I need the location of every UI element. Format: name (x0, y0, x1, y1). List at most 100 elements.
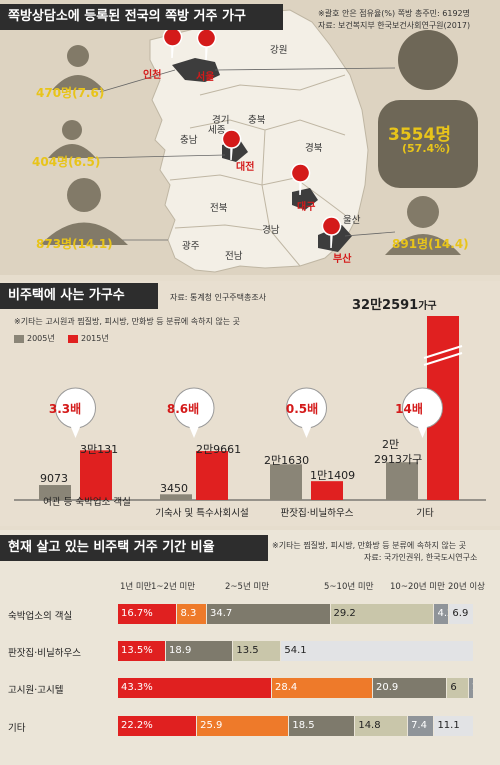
category-label: 기타 (416, 508, 434, 519)
region-label: 경북 (305, 143, 323, 154)
stack-segment: 22.2% (118, 716, 197, 736)
callout-value: 873명(14.1) (36, 237, 113, 251)
city-label-seoul: 서울 (196, 72, 215, 83)
ratio-label: 3.3배 (48, 402, 82, 416)
legend-2015: 2015년 (68, 333, 109, 344)
stack-segment: 18.9 (166, 641, 233, 661)
callout-value: 470명(7.6) (36, 86, 105, 100)
stack-segment: 14.8 (355, 716, 408, 736)
bar-2015 (80, 450, 112, 500)
region-label: 충북 (248, 115, 266, 126)
value-label-2005: 2만1630 (264, 454, 310, 467)
stack-segment: 34.7 (207, 604, 330, 624)
region-label: 전남 (225, 251, 243, 262)
ratio-bubble-tail (70, 426, 81, 438)
big-person-icon (378, 30, 478, 188)
region-label: 세종 (208, 125, 226, 136)
ratio-bubble-tail (417, 426, 428, 438)
section2-source: 자료: 통계청 인구주택총조사 (170, 293, 267, 302)
section3-source: 자료: 국가인권위, 한국도시연구소 (364, 553, 478, 562)
stack-segment: 7.4 (408, 716, 434, 736)
section1-title: 쪽방상담소에 등록된 전국의 쪽방 거주 가구 (0, 4, 283, 30)
legend-label: 2005년 (27, 334, 55, 343)
ratio-label: 8.6배 (166, 402, 200, 416)
stack-segment: 8.3 (177, 604, 206, 624)
person-icon (40, 45, 461, 255)
ratio-bubble-tail (301, 426, 312, 438)
row-label: 판잣집·비닐하우스 (8, 648, 81, 659)
big-callout-share: (57.4%) (402, 142, 451, 155)
incheon-seoul-blob (172, 58, 220, 82)
value-label-2005: 2913가구 (374, 453, 423, 466)
period-label: 1~2년 미만 (151, 582, 196, 592)
region-label: 경기 (212, 115, 230, 126)
stack-segment: 1.5 (468, 678, 473, 698)
stack-segment: 6 (447, 678, 468, 698)
stack-segment: 18.5 (289, 716, 355, 736)
category-label: 기숙사 및 특수사회시설 (155, 508, 249, 519)
stack-segment: 13.5 (233, 641, 281, 661)
ratio-label: 0.5배 (285, 402, 319, 416)
daegu-blob (292, 188, 318, 210)
row-label: 기타 (8, 723, 26, 734)
section2-note: ※기타는 고시원과 찜질방, 피시방, 만화방 등 분류에 속하지 않는 곳 (14, 317, 241, 326)
stack-segment: 29.2 (330, 604, 434, 624)
period-label: 2~5년 미만 (225, 582, 270, 592)
value-label-2005: 9073 (40, 472, 68, 485)
axis-break-mark (423, 345, 463, 359)
region-label: 충남 (180, 135, 198, 146)
section3-title: 현재 살고 있는 비주택 거주 기간 비율 (0, 535, 268, 561)
stack-segment: 54.1 (281, 641, 473, 661)
region-label: 강원 (270, 45, 288, 56)
bar-2015 (311, 481, 343, 500)
value-label-2005: 3450 (160, 482, 188, 495)
section2-title: 비주택에 사는 가구수 (0, 283, 158, 309)
section1-note: ※괄호 안은 점유율(%) 쪽방 총주민: 6192명 (318, 9, 470, 18)
stack-segment: 20.9 (372, 678, 447, 698)
top-value-unit: 가구 (418, 301, 437, 312)
top-value-main: 32만2591 (352, 298, 419, 313)
legend-swatch (14, 334, 24, 343)
value-label-2015: 3만131 (80, 443, 119, 456)
region-label: 울산 (343, 215, 361, 226)
stack-segment: 43.3% (118, 678, 271, 698)
period-label: 5~10년 미만 (324, 582, 374, 592)
row-label: 고시원·고시텔 (8, 685, 64, 696)
top-value-label: 32만2591가구 (352, 294, 437, 313)
bar-2005 (39, 485, 71, 500)
region-label: 전북 (210, 203, 228, 214)
stack-segment: 11.1 (434, 716, 473, 736)
stack-segment: 28.4 (271, 678, 372, 698)
bar-2015 (196, 451, 228, 500)
legend-2005: 2005년 (14, 333, 55, 344)
section3-note: ※기타는 찜질방, 피시방, 만화방 등 분류에 속하지 않는 곳 (272, 541, 467, 550)
city-label-busan: 부산 (333, 254, 352, 265)
section1-source: 자료: 보건복지부 한국보건사회연구원(2017) (318, 21, 471, 30)
period-label: 10~20년 미만 (390, 582, 445, 592)
bar-2005 (386, 462, 418, 500)
ratio-label: 14배 (395, 402, 423, 416)
bar-2005 (160, 494, 192, 500)
legend-label: 2015년 (81, 334, 109, 343)
stack-segment: 25.9 (197, 716, 289, 736)
legend-swatch (68, 334, 78, 343)
row-label: 숙박업소의 객실 (8, 611, 73, 622)
region-label: 광주 (182, 241, 200, 252)
region-label: 경남 (262, 225, 280, 236)
ratio-bubble-tail (189, 426, 199, 438)
stack-segment: 16.7% (118, 604, 177, 624)
value-label-2015: 2만9661 (196, 443, 242, 456)
callout-value: 891명(14.4) (392, 237, 469, 251)
city-label-daejeon: 대전 (236, 162, 255, 173)
city-label-daegu: 대구 (297, 202, 316, 213)
big-callout-value: 3554명 (388, 125, 451, 145)
stack-segment: 6.9 (449, 604, 473, 624)
callout-value: 404명(6.5) (32, 155, 101, 169)
bar-2005 (270, 464, 302, 500)
value-label-2005: 2만 (382, 438, 400, 451)
stack-segment: 4.2 (434, 604, 449, 624)
category-label: 판잣집·비닐하우스 (280, 508, 354, 519)
axis-break-mark (423, 352, 463, 366)
